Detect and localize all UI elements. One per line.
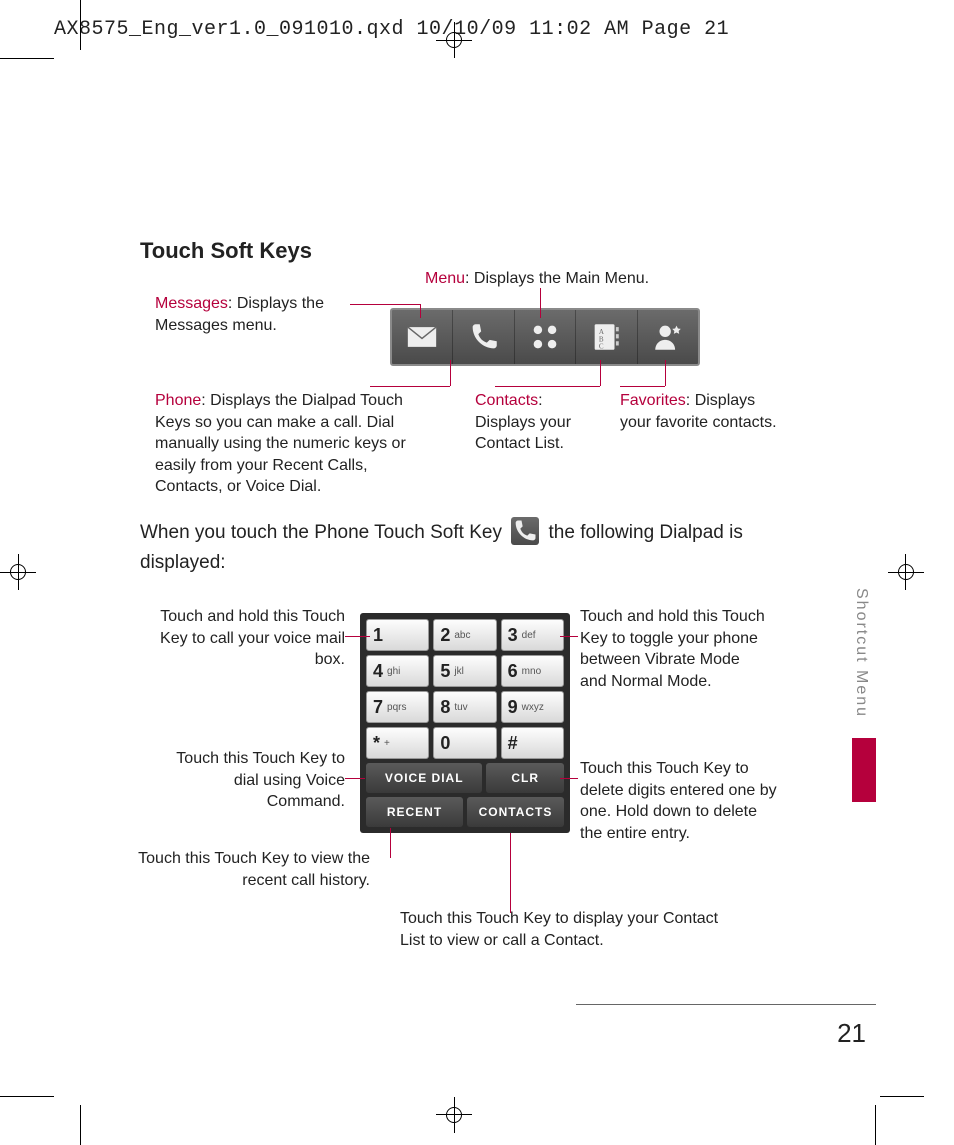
kw-favorites: Favorites [620,392,686,409]
clr-button[interactable]: CLR [486,763,564,793]
voice-dial-button[interactable]: VOICE DIAL [366,763,482,793]
leader [350,304,420,305]
softkey-menu[interactable] [515,310,576,364]
dialpad-key-1[interactable]: 1 [366,619,429,651]
leader [665,360,666,386]
leader [390,828,391,858]
callout-menu: Menu: Displays the Main Menu. [425,268,649,290]
envelope-icon [405,320,439,354]
dialpad-key-8[interactable]: 8tuv [433,691,496,723]
callout-contacts: Contacts: Displays your Contact List. [475,390,605,455]
dialpad-key-0[interactable]: 0 [433,727,496,759]
leader [345,778,365,779]
reg-mark [898,564,914,580]
softkey-messages[interactable] [392,310,453,364]
phone-icon [467,320,501,354]
dialpad: 12abc3def4ghi5jkl6mno7pqrs8tuv9wxyz*+0# … [360,613,570,833]
svg-text:C: C [599,342,604,350]
callout-clr: Touch this Touch Key to delete digits en… [580,758,780,844]
softkey-bar: ABC [390,308,700,366]
contacts-icon: ABC [589,320,623,354]
crop-mark [80,1105,81,1145]
leader [510,833,511,913]
dialpad-key-2[interactable]: 2abc [433,619,496,651]
recent-button[interactable]: RECENT [366,797,463,827]
softkey-favorites[interactable] [638,310,698,364]
callout-phone: Phone: Displays the Dialpad Touch Keys s… [155,390,435,498]
leader [450,360,451,386]
crop-mark [0,1096,54,1097]
callout-dp-contacts: Touch this Touch Key to display your Con… [400,908,720,951]
reg-mark [446,1107,462,1123]
dialpad-key-*[interactable]: *+ [366,727,429,759]
softkey-contacts[interactable]: ABC [576,310,637,364]
favorites-icon [651,320,685,354]
callout-favorites: Favorites: Displays your favorite contac… [620,390,780,433]
crop-mark [875,1105,876,1145]
menu-dots-icon [528,320,562,354]
kw-phone: Phone [155,392,201,409]
doc-header: AX8575_Eng_ver1.0_091010.qxd 10/10/09 11… [54,18,729,41]
leader [620,386,665,387]
page-content: Touch Soft Keys Menu: Displays the Main … [80,58,876,1097]
kw-menu: Menu [425,270,465,287]
page-number: 21 [837,1018,866,1049]
leader [560,636,578,637]
side-tab-bar [852,738,876,802]
leader [495,386,600,387]
leader [420,304,421,318]
softkey-phone[interactable] [453,310,514,364]
side-tab-label: Shortcut Menu [852,588,870,718]
crop-mark [80,0,81,50]
body-paragraph: When you touch the Phone Touch Soft Key … [140,518,820,579]
kw-messages: Messages [155,295,228,312]
callout-text: : Displays the Main Menu. [465,270,649,287]
page-rule [576,1004,876,1005]
dialpad-key-3[interactable]: 3def [501,619,564,651]
dialpad-key-4[interactable]: 4ghi [366,655,429,687]
reg-mark [10,564,26,580]
dialpad-key-9[interactable]: 9wxyz [501,691,564,723]
leader [370,386,450,387]
callout-messages: Messages: Displays the Messages menu. [155,293,355,336]
leader [345,636,370,637]
section-title: Touch Soft Keys [140,238,312,264]
inline-phone-icon [511,517,539,545]
callout-vibrate: Touch and hold this Touch Key to toggle … [580,606,770,692]
body-text-a: When you touch the Phone Touch Soft Key [140,522,502,543]
crop-mark [0,58,54,59]
crop-mark [880,1096,924,1097]
dialpad-key-5[interactable]: 5jkl [433,655,496,687]
dialpad-key-6[interactable]: 6mno [501,655,564,687]
leader [540,288,541,318]
leader [600,360,601,386]
kw-contacts: Contacts [475,392,538,409]
contacts-button[interactable]: CONTACTS [467,797,564,827]
callout-recent: Touch this Touch Key to view the recent … [120,848,370,891]
reg-mark [446,32,462,48]
callout-voicemail: Touch and hold this Touch Key to call yo… [155,606,345,671]
dialpad-key-7[interactable]: 7pqrs [366,691,429,723]
callout-voicecmd: Touch this Touch Key to dial using Voice… [155,748,345,813]
leader [560,778,578,779]
dialpad-key-#[interactable]: # [501,727,564,759]
